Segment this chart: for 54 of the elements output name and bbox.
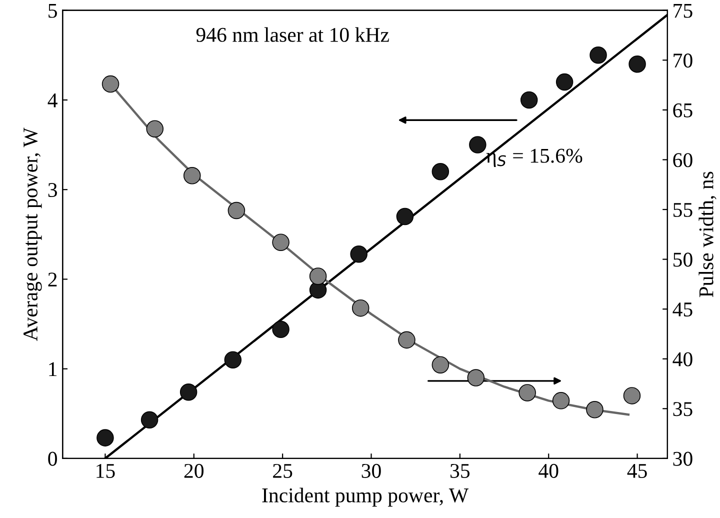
annotation: 946 nm laser at 10 kHz: [196, 27, 389, 42]
y2-tick-label: 50: [674, 252, 692, 267]
x-tick-label: 45: [627, 464, 647, 478]
point: [272, 320, 290, 338]
y-tick-label: 4: [48, 93, 58, 108]
point: [432, 163, 450, 180]
y-axis-title: Average output power, W: [24, 128, 42, 342]
y2-tick-label: 30: [673, 452, 692, 466]
point: [350, 245, 368, 263]
point: [396, 208, 414, 226]
point: [140, 411, 158, 429]
point: [96, 429, 114, 446]
x-tick-label: 30: [362, 464, 381, 478]
point: [309, 268, 327, 285]
point: [180, 383, 198, 401]
point: [628, 55, 646, 73]
point: [183, 167, 201, 184]
y2-tick-label: 70: [674, 54, 692, 68]
y-tick-label: 2: [48, 272, 57, 286]
point: [228, 202, 246, 220]
y2-tick-label: 60: [673, 153, 692, 168]
x-tick-label: 20: [184, 464, 204, 478]
x-tick-label: 35: [450, 464, 470, 478]
y-tick-label: 0: [48, 452, 57, 466]
point: [623, 387, 641, 404]
point: [518, 384, 536, 402]
point: [398, 331, 416, 349]
point: [469, 136, 486, 154]
point: [432, 356, 450, 374]
point: [520, 91, 538, 109]
point: [272, 234, 290, 251]
x-axis-title: Incident pump power, W: [262, 488, 469, 507]
y2-axis-title: Pulse width, ns: [698, 172, 716, 298]
y2-tick-label: 35: [673, 402, 692, 416]
y-tick-label: 3: [48, 183, 57, 198]
point: [102, 75, 120, 93]
point: [467, 369, 485, 386]
y-tick-label: 5: [48, 4, 57, 18]
x-tick-label: 25: [273, 464, 292, 478]
y-tick-label: 1: [49, 362, 57, 376]
point: [590, 46, 607, 64]
y2-tick-label: 45: [672, 302, 692, 317]
point: [146, 120, 164, 138]
x-tick-label: 15: [96, 464, 115, 478]
y2-tick-label: 75: [674, 4, 692, 18]
x-tick-label: 40: [538, 464, 558, 478]
y2-tick-label: 65: [673, 103, 692, 118]
point: [352, 299, 370, 317]
y2-tick-label: 55: [674, 203, 692, 217]
point: [556, 73, 574, 91]
point: [586, 401, 604, 418]
point: [224, 351, 242, 368]
y2-tick-label: 40: [672, 352, 692, 366]
point: [552, 392, 570, 410]
